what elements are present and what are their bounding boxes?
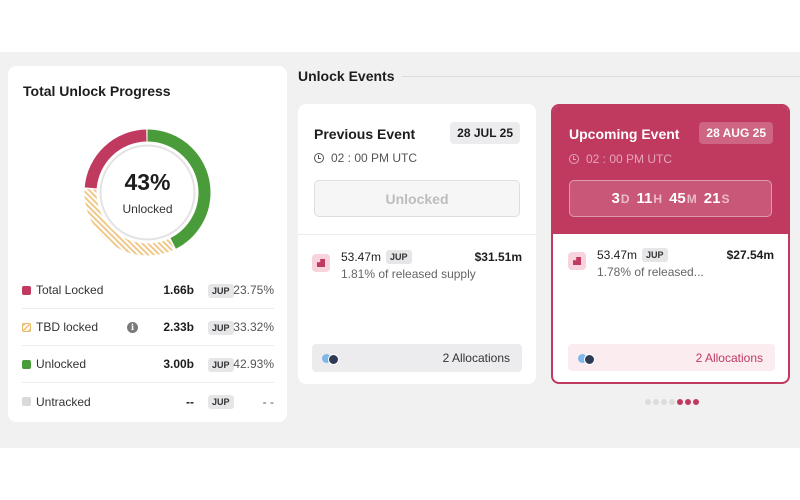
unlocked-swatch [22, 359, 31, 369]
upcoming-event-card[interactable]: Upcoming Event 28 AUG 25 02 : 00 PM UTC … [551, 104, 790, 384]
legend-row-total-locked: Total Locked 1.66b JUP 23.75% [22, 272, 274, 309]
allocation-supply-note: 1.78% of released... [597, 265, 704, 279]
event-time-text: 02 : 00 PM UTC [331, 151, 418, 165]
token-badge: JUP [208, 395, 234, 409]
pager-dot[interactable] [677, 399, 683, 405]
unlocked-status-button: Unlocked [314, 180, 520, 217]
pager-dot[interactable] [661, 399, 667, 405]
countdown-days: 3 [611, 190, 620, 207]
event-title: Previous Event [314, 126, 416, 142]
countdown-seconds: 21 [703, 190, 721, 207]
allocations-label: 2 Allocations [695, 351, 763, 365]
event-date-badge: 28 AUG 25 [699, 122, 773, 144]
divider [298, 234, 536, 235]
legend-amount: 1.66b [163, 283, 194, 297]
event-header: Previous Event 28 JUL 25 02 : 00 PM UTC … [298, 104, 536, 234]
allocations-button[interactable]: 2 Allocations [312, 344, 522, 372]
legend-amount: 2.33b [163, 320, 194, 334]
legend-row-unlocked: Unlocked 3.00b JUP 42.93% [22, 346, 274, 383]
unlock-donut-chart [84, 129, 211, 256]
event-title: Upcoming Event [569, 126, 680, 142]
token-badge: JUP [386, 250, 412, 264]
allocation-supply-note: 1.81% of released supply [341, 267, 476, 281]
locked-swatch [22, 285, 31, 295]
section-divider [402, 76, 800, 77]
unlocked-percent: 43% [124, 169, 171, 195]
pager-dot[interactable] [685, 399, 691, 405]
amount-text: 53.47m [597, 248, 638, 262]
info-icon[interactable]: i [127, 322, 138, 333]
tbd-swatch [22, 322, 31, 332]
countdown-minutes: 45 [669, 190, 686, 207]
amount-text: 53.47m [341, 250, 382, 264]
legend-name: Total Locked [36, 283, 104, 297]
pager-dot[interactable] [693, 399, 699, 405]
legend-percent: 23.75% [233, 283, 274, 297]
donut-center: 43% Unlocked [82, 127, 213, 258]
legend-percent: - - [262, 394, 274, 409]
allocations-button[interactable]: 2 Allocations [568, 344, 775, 371]
allocation-value: $27.54m [726, 248, 774, 262]
unlock-progress-card: Total Unlock Progress 43% Unlocked Total… [8, 66, 287, 422]
countdown-seconds-unit: S [721, 191, 730, 206]
allocations-label: 2 Allocations [442, 351, 510, 365]
unlock-legend: Total Locked 1.66b JUP 23.75% TBD locked… [22, 272, 274, 420]
progress-title: Total Unlock Progress [23, 83, 171, 99]
legend-percent: 42.93% [233, 357, 274, 371]
event-time-text: 02 : 00 PM UTC [586, 152, 673, 166]
event-date-badge: 28 JUL 25 [450, 122, 520, 144]
pager-dot[interactable] [645, 399, 651, 405]
jup-token-icon [312, 254, 330, 272]
legend-amount: -- [186, 394, 194, 409]
countdown-timer: 3 D 11 H 45 M 21 S [569, 180, 772, 217]
legend-name: TBD locked [36, 320, 99, 334]
clock-icon [314, 153, 324, 163]
jup-token-icon [568, 252, 586, 270]
event-header: Upcoming Event 28 AUG 25 02 : 00 PM UTC … [553, 106, 788, 234]
token-badge: JUP [208, 358, 234, 372]
donut-segment-tbd [84, 129, 211, 256]
pager-dot[interactable] [669, 399, 675, 405]
countdown-minutes-unit: M [686, 191, 697, 206]
allocation-dots-icon [578, 354, 596, 365]
legend-name: Untracked [36, 394, 91, 409]
countdown-hours-unit: H [653, 191, 663, 206]
allocation-dots-icon [322, 354, 340, 365]
legend-amount: 3.00b [163, 357, 194, 371]
unlocked-label: Unlocked [122, 202, 173, 216]
token-badge: JUP [208, 284, 234, 298]
carousel-pager [645, 399, 701, 405]
event-time: 02 : 00 PM UTC [314, 151, 417, 165]
countdown-hours: 11 [636, 190, 653, 207]
untracked-swatch [22, 397, 31, 406]
legend-row-untracked: Untracked -- JUP - - [22, 383, 274, 420]
event-time: 02 : 00 PM UTC [569, 152, 672, 166]
legend-name: Unlocked [36, 357, 87, 371]
token-badge: JUP [642, 248, 668, 262]
allocation-value: $31.51m [474, 250, 522, 264]
previous-event-card[interactable]: Previous Event 28 JUL 25 02 : 00 PM UTC … [298, 104, 536, 384]
token-badge: JUP [208, 321, 234, 335]
legend-row-tbd-locked: TBD locked i 2.33b JUP 33.32% [22, 309, 274, 346]
legend-percent: 33.32% [233, 320, 274, 334]
donut-segment-unlocked [84, 129, 211, 256]
clock-icon [569, 154, 579, 164]
countdown-days-unit: D [620, 191, 630, 206]
pager-dot[interactable] [653, 399, 659, 405]
allocation-amount: 53.47m JUP [341, 250, 412, 264]
allocation-amount: 53.47m JUP [597, 248, 668, 262]
unlock-events-title: Unlock Events [298, 68, 395, 84]
